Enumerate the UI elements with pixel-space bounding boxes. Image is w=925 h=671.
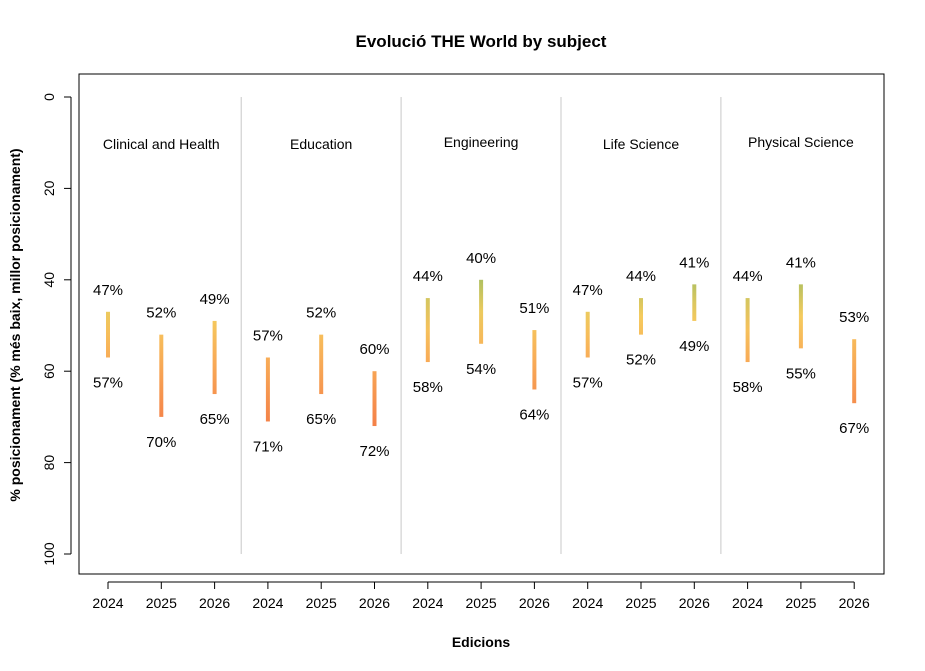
- x-tick-label: 2026: [519, 595, 550, 611]
- facet-label: Life Science: [603, 136, 679, 152]
- data-label-top: 53%: [839, 309, 869, 326]
- x-tick-label: 2026: [679, 595, 710, 611]
- data-label-bottom: 65%: [200, 411, 230, 428]
- range-bar: [212, 320, 217, 395]
- data-label-bottom: 71%: [253, 438, 283, 455]
- data-label-top: 44%: [733, 268, 763, 285]
- facet-label: Physical Science: [748, 134, 854, 150]
- x-tick-label: 2025: [306, 595, 337, 611]
- range-bar: [532, 330, 537, 390]
- plot-frame: [78, 73, 885, 575]
- data-label-top: 52%: [306, 305, 336, 322]
- x-tick-label: 2024: [732, 595, 763, 611]
- data-label-top: 41%: [679, 254, 709, 271]
- x-tick-label: 2025: [785, 595, 816, 611]
- x-tick-label: 2024: [92, 595, 123, 611]
- data-label-bottom: 57%: [573, 374, 603, 391]
- data-label-top: 52%: [146, 305, 176, 322]
- facet-label: Engineering: [444, 134, 519, 150]
- range-bar: [319, 334, 324, 395]
- data-label-top: 47%: [93, 282, 123, 299]
- y-tick-label: 100: [41, 542, 57, 566]
- range-bar: [372, 371, 377, 427]
- range-bar: [692, 284, 697, 321]
- x-tick-label: 2025: [625, 595, 656, 611]
- facet-label: Clinical and Health: [103, 136, 220, 152]
- data-label-top: 57%: [253, 327, 283, 344]
- data-label-bottom: 64%: [519, 406, 549, 423]
- data-label-bottom: 67%: [839, 420, 869, 437]
- data-label-bottom: 54%: [466, 361, 496, 378]
- x-axis-label: Edicions: [452, 634, 511, 650]
- range-bar: [745, 298, 750, 363]
- range-bar: [798, 284, 803, 349]
- x-tick-label: 2025: [466, 595, 497, 611]
- y-tick-label: 20: [41, 180, 57, 196]
- range-bar: [479, 279, 484, 344]
- data-label-bottom: 58%: [413, 379, 443, 396]
- range-bar: [159, 334, 164, 417]
- y-tick-label: 0: [41, 93, 57, 101]
- data-label-bottom: 57%: [93, 374, 123, 391]
- y-axis-label: % posicionament (% més baix, millor posi…: [7, 148, 23, 501]
- x-tick-label: 2026: [839, 595, 870, 611]
- x-tick-label: 2025: [146, 595, 177, 611]
- y-tick-label: 40: [41, 272, 57, 288]
- range-bar: [425, 298, 430, 363]
- range-bar: [106, 311, 110, 358]
- data-label-bottom: 72%: [359, 443, 389, 460]
- chart-title: Evolució THE World by subject: [356, 32, 607, 51]
- x-tick-label: 2026: [199, 595, 230, 611]
- data-label-top: 44%: [413, 268, 443, 285]
- y-tick-label: 60: [41, 363, 57, 379]
- range-bar: [639, 298, 643, 335]
- data-label-bottom: 49%: [679, 338, 709, 355]
- range-bar: [585, 311, 590, 358]
- x-tick-label: 2024: [572, 595, 603, 611]
- data-label-bottom: 65%: [306, 411, 336, 428]
- x-tick-label: 2026: [359, 595, 390, 611]
- data-label-bottom: 55%: [786, 365, 816, 382]
- facet-label: Education: [290, 136, 352, 152]
- data-label-top: 47%: [573, 282, 603, 299]
- data-label-bottom: 52%: [626, 352, 656, 369]
- range-bar: [265, 357, 270, 422]
- data-label-top: 40%: [466, 250, 496, 267]
- data-label-bottom: 58%: [733, 379, 763, 396]
- data-label-top: 49%: [200, 291, 230, 308]
- data-label-top: 44%: [626, 268, 656, 285]
- range-bar: [852, 339, 857, 404]
- data-label-top: 41%: [786, 254, 816, 271]
- y-tick-label: 80: [41, 455, 57, 471]
- x-tick-label: 2024: [252, 595, 283, 611]
- data-label-bottom: 70%: [146, 434, 176, 451]
- data-label-top: 51%: [519, 300, 549, 317]
- x-tick-label: 2024: [412, 595, 443, 611]
- data-label-top: 60%: [359, 341, 389, 358]
